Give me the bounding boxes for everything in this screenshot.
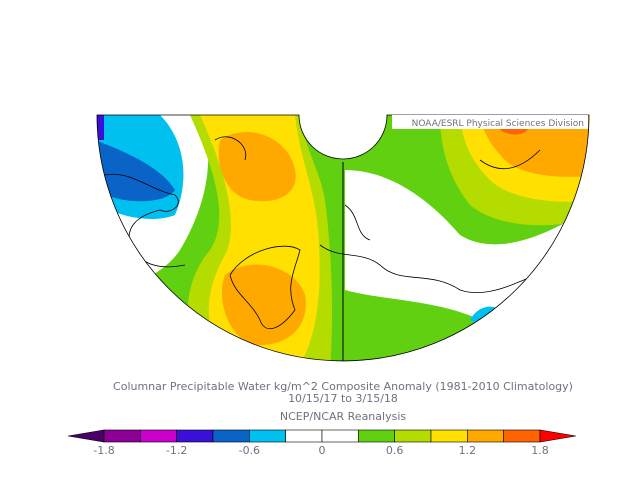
colorbar-label: 1.8 (531, 444, 549, 457)
dates: 10/15/17 to 3/15/18 (288, 392, 398, 405)
colorbar: -1.8 -1.2 -0.6 0 0.6 1.2 1.8 (67, 429, 577, 457)
colorbar-label: 1.2 (459, 444, 477, 457)
colorbar-label: 0.6 (386, 444, 404, 457)
colorbar-end (67, 429, 105, 443)
colorbar-cell (394, 429, 432, 443)
colorbar-cell (430, 429, 468, 443)
colorbar-label: -1.2 (166, 444, 187, 457)
colorbar-end (539, 429, 577, 443)
credit: NOAA/ESRL Physical Sciences Division (412, 119, 584, 129)
colorbar-cell (103, 429, 141, 443)
colorbar-cell (176, 429, 214, 443)
title: Columnar Precipitable Water kg/m^2 Compo… (113, 380, 573, 393)
credit-box (392, 115, 588, 129)
source: NCEP/NCAR Reanalysis (280, 410, 406, 423)
colorbar-cell (285, 429, 323, 443)
colorbar-label: -0.6 (239, 444, 260, 457)
map-border (96, 114, 590, 362)
colorbar-label: -1.8 (93, 444, 114, 457)
anomaly-field (97, 115, 589, 361)
colorbar-cell (358, 429, 395, 443)
colorbar-cell (467, 429, 504, 443)
colorbar-cell (140, 429, 177, 443)
colorbar-label: 0 (319, 444, 326, 457)
colorbar-cell (212, 429, 250, 443)
colorbar-cell (503, 429, 541, 443)
colorbar-cell (321, 429, 359, 443)
colorbar-cell (249, 429, 286, 443)
